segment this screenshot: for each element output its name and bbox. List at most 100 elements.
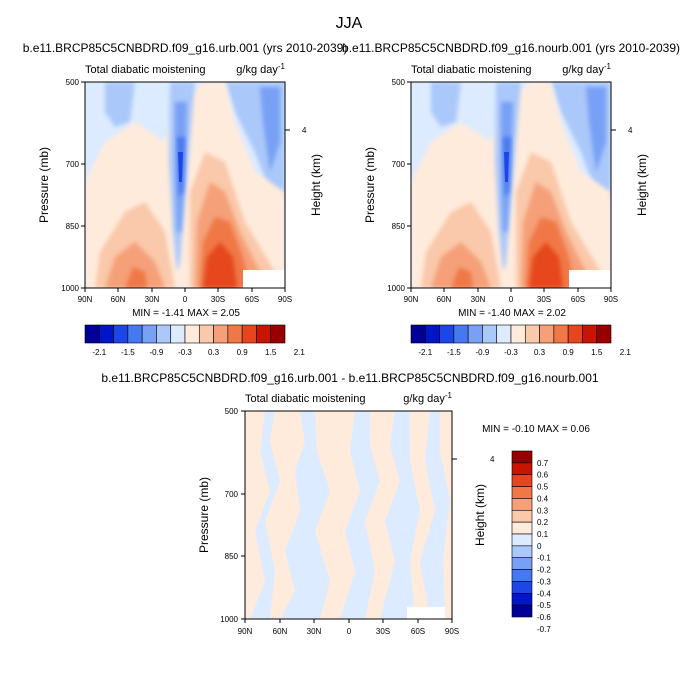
colorbar-diff: 0.7 0.6 0.5 0.4 0.3 0.2 0.1 0 -0.1 -0.2 -0.3 -0.4 -0…: [511, 450, 551, 634]
colorbar-swatch: [524, 324, 540, 344]
y-tick-label: 700: [66, 160, 80, 169]
x-tick-label: 0: [509, 295, 514, 304]
x-tick-label: 60N: [437, 295, 452, 304]
contour-field: [411, 82, 611, 288]
colorbar-swatch: [511, 474, 533, 487]
colorbar-swatch: [184, 324, 200, 344]
colorbar-label: 0.5: [537, 483, 549, 492]
height-tick-label: 4: [490, 455, 495, 464]
colorbar-label: -0.3: [504, 348, 518, 357]
x-axis: 90N 60N 30N 0 30S 60S 90S: [238, 619, 459, 636]
colorbar-swatch: [241, 324, 257, 344]
colorbar-swatch: [511, 486, 533, 499]
x-tick-label: 60N: [273, 627, 288, 636]
panel-units: g/kg day-1: [403, 391, 452, 405]
y-axis: 500 700 850 1000: [61, 78, 85, 293]
colorbar-label: 0.3: [537, 506, 549, 515]
x-tick-label: 0: [183, 295, 188, 304]
colorbar-swatch: [227, 324, 243, 344]
x-tick-label: 30S: [211, 295, 225, 304]
colorbar-swatch: [156, 324, 172, 344]
y-axis: 500 700 850 1000: [220, 407, 245, 624]
panel-diff: b.e11.BRCP85C5CNBDRD.f09_g16.urb.001 - b…: [101, 371, 598, 636]
colorbar-nourb: -2.1 -1.5 -0.9 -0.3 0.3 0.9 1.5 2.1: [410, 324, 632, 357]
colorbar-swatch: [511, 557, 533, 570]
colorbar-swatch: [198, 324, 214, 344]
panel-nourb: b.e11.BRCP85C5CNBDRD.f09_g16.nourb.001 (…: [342, 41, 680, 319]
y-tick-label: 850: [392, 222, 406, 231]
colorbar-swatch: [270, 324, 286, 344]
x-tick-label: 30N: [471, 295, 486, 304]
colorbar-label: 0: [537, 542, 542, 551]
colorbar-urb: -2.1 -1.5 -0.9 -0.3 0.3 0.9 1.5 2.1: [84, 324, 306, 357]
colorbar-swatch: [127, 324, 143, 344]
colorbar-swatch: [511, 498, 533, 511]
y-tick-label: 1000: [387, 284, 405, 293]
colorbar-label: -0.7: [537, 625, 551, 634]
figure-title: JJA: [336, 15, 363, 32]
colorbar-swatch: [582, 324, 598, 344]
colorbar-label: 0.7: [537, 459, 549, 468]
colorbar-swatch: [511, 581, 533, 594]
contour-field: [85, 82, 285, 288]
colorbar-swatch: [511, 592, 533, 606]
colorbar-swatch: [453, 324, 469, 344]
colorbar-label: -0.6: [537, 613, 551, 622]
colorbar-swatch: [213, 324, 229, 344]
height-axis-label: Height (km): [473, 484, 487, 546]
colorbar-swatch: [567, 324, 583, 344]
colorbar-swatch: [496, 324, 512, 344]
colorbar-swatch: [511, 545, 533, 559]
colorbar-label: -1.5: [121, 348, 135, 357]
colorbar-label: 0.1: [537, 530, 549, 539]
y-tick-label: 1000: [61, 284, 79, 293]
colorbar-swatch: [596, 324, 612, 344]
colorbar-label: -0.9: [476, 348, 490, 357]
y-tick-label: 700: [392, 160, 406, 169]
panel-units: g/kg day-1: [236, 62, 285, 76]
colorbar-swatch: [511, 569, 533, 582]
colorbar-swatch: [511, 462, 533, 476]
panel-urb: b.e11.BRCP85C5CNBDRD.f09_g16.urb.001 (yr…: [23, 41, 348, 319]
colorbar-label: -0.5: [537, 601, 551, 610]
colorbar-label: -0.3: [178, 348, 192, 357]
y-tick-label: 500: [392, 78, 406, 87]
colorbar-swatch: [424, 324, 440, 344]
colorbar-label: 2.1: [294, 348, 306, 357]
panel-title: b.e11.BRCP85C5CNBDRD.f09_g16.urb.001 (yr…: [23, 41, 348, 55]
colorbar-label: -0.1: [537, 554, 551, 563]
panel-title: b.e11.BRCP85C5CNBDRD.f09_g16.nourb.001 (…: [342, 41, 680, 55]
min-max-stats: MIN = -1.40 MAX = 2.02: [458, 308, 566, 319]
colorbar-swatch: [511, 533, 533, 547]
colorbar-label: 1.5: [591, 348, 603, 357]
colorbar-swatch: [410, 324, 426, 344]
colorbar-label: -1.5: [447, 348, 461, 357]
y-axis-label: Pressure (mb): [197, 477, 211, 553]
panel-left-label: Total diabatic moistening: [245, 393, 365, 405]
colorbar-swatch: [511, 509, 533, 523]
colorbar-swatch: [539, 324, 555, 344]
colorbar-label: 0.3: [534, 348, 546, 357]
colorbar-swatch: [511, 521, 533, 535]
colorbar-swatch: [482, 324, 498, 344]
x-tick-label: 90N: [238, 627, 253, 636]
colorbar-label: 0.3: [208, 348, 220, 357]
x-tick-label: 30N: [307, 627, 322, 636]
panel-title: b.e11.BRCP85C5CNBDRD.f09_g16.urb.001 - b…: [101, 371, 598, 385]
y-tick-label: 850: [225, 552, 239, 561]
colorbar-swatch: [84, 324, 100, 344]
x-axis: 90N 60N 30N 0 30S 60S 90S: [78, 288, 292, 304]
x-tick-label: 90N: [404, 295, 419, 304]
x-tick-label: 90S: [278, 295, 292, 304]
x-tick-label: 60S: [571, 295, 585, 304]
colorbar-label: 2.1: [620, 348, 632, 357]
y-tick-label: 500: [225, 407, 239, 416]
x-tick-label: 90N: [78, 295, 93, 304]
colorbar-swatch: [113, 324, 129, 344]
colorbar-swatch: [439, 324, 455, 344]
colorbar-swatch: [511, 604, 533, 618]
colorbar-swatch: [256, 324, 272, 344]
colorbar-label: -0.3: [537, 577, 551, 586]
colorbar-label: -0.9: [150, 348, 164, 357]
colorbar-swatch: [170, 324, 186, 344]
